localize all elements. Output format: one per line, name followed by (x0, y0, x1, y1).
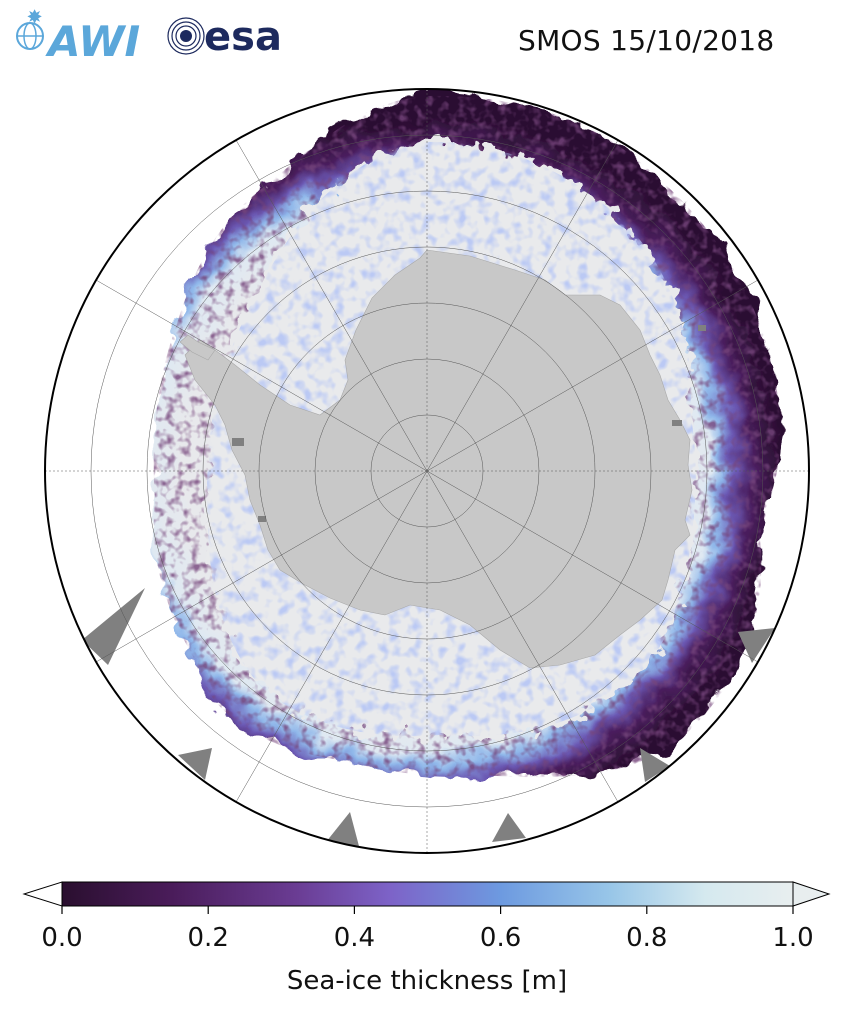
polar-map (44, 88, 810, 854)
colorbar-tick-label: 0.2 (188, 923, 229, 953)
map-title: SMOS 15/10/2018 (518, 24, 775, 57)
awi-logo-text: AWI (45, 17, 140, 64)
colorbar-ticks: 0.0 0.2 0.4 0.6 0.8 1.0 (41, 906, 814, 953)
colorbar-tick-label: 0.8 (626, 923, 667, 953)
colorbar-tick-label: 1.0 (772, 923, 813, 953)
colorbar-tick-label: 0.4 (334, 923, 375, 953)
colorbar: 0.0 0.2 0.4 0.6 0.8 1.0 (22, 881, 831, 953)
colorbar-tick-label: 0.0 (41, 923, 82, 953)
meridians-diagonal (95, 139, 759, 803)
colorbar-tick-label: 0.6 (480, 923, 521, 953)
colorbar-label: Sea-ice thickness [m] (286, 966, 568, 996)
esa-logo-text: esa (204, 14, 282, 60)
antarctica-land (179, 249, 693, 669)
map-frame (44, 88, 810, 854)
colorbar-extend-max (792, 881, 831, 907)
logo-bar: AWI esa (16, 9, 282, 64)
colorbar-extend-min (22, 881, 63, 907)
colorbar-gradient (61, 881, 794, 907)
no-data-patches (82, 325, 775, 850)
esa-logo: esa (167, 14, 282, 60)
awi-logo: AWI (16, 9, 140, 64)
